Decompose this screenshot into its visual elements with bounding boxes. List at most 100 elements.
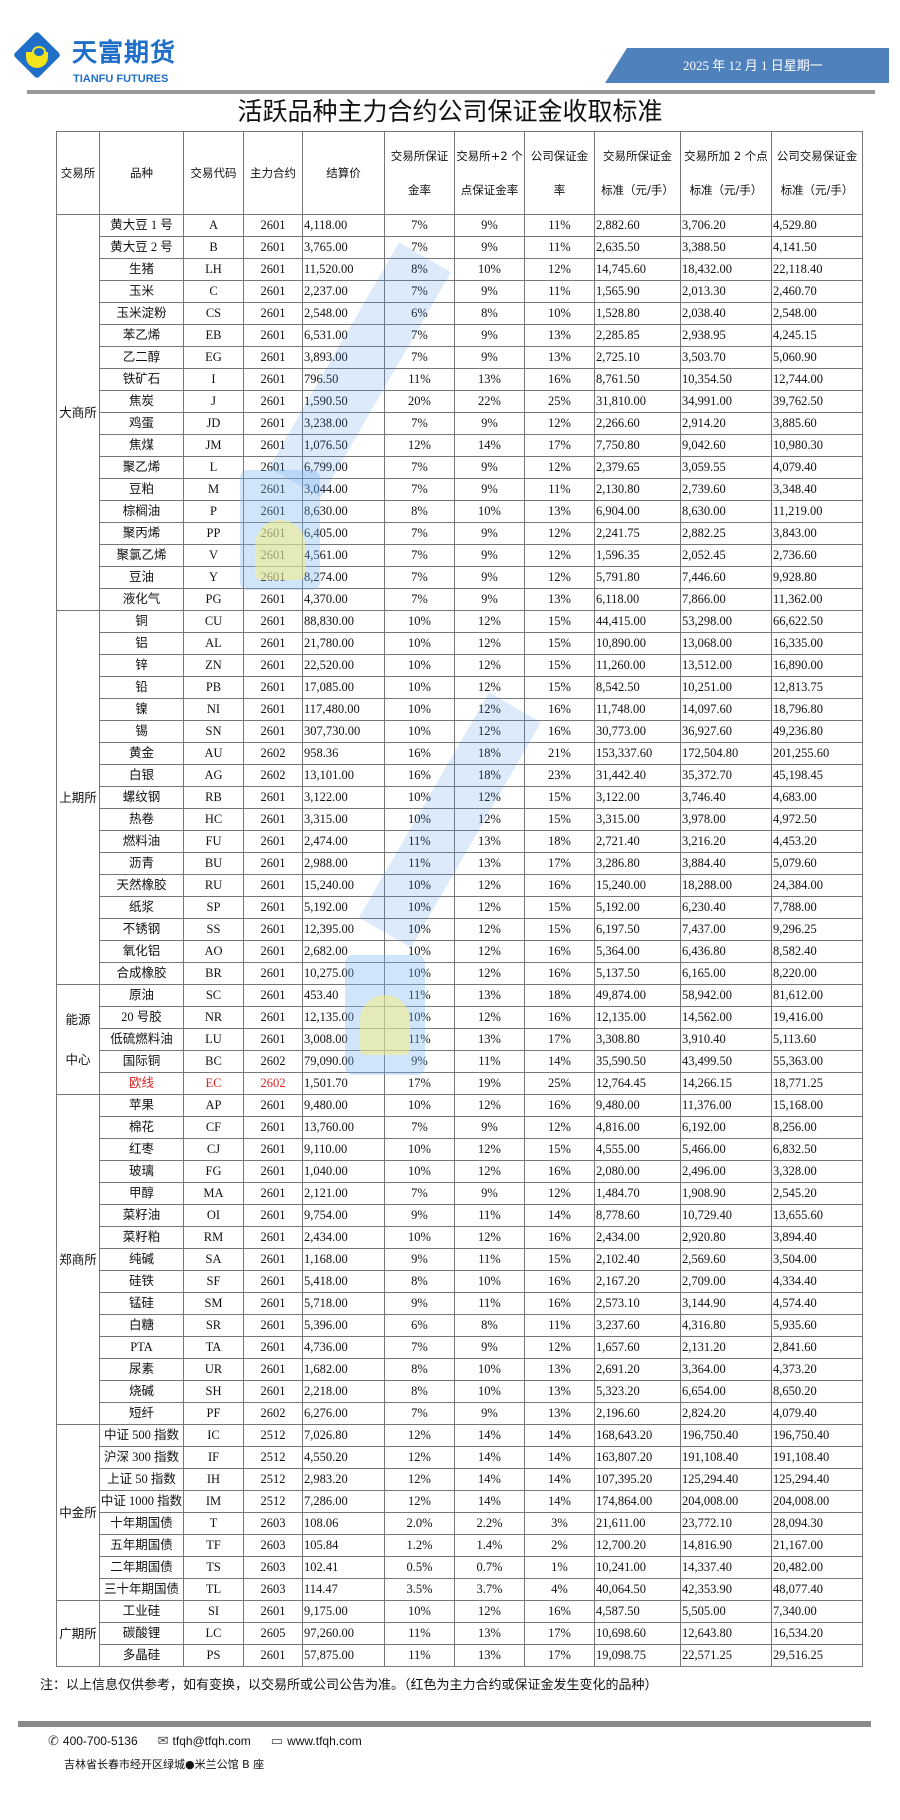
exchange-plus2-rate-cell: 11% xyxy=(454,1292,525,1315)
email-link[interactable]: tfqh@tfqh.com xyxy=(172,1734,251,1748)
exchange-rate-cell: 10% xyxy=(384,1600,455,1623)
company-rate-cell: 17% xyxy=(524,1622,595,1645)
settle-price-cell: 3,893.00 xyxy=(302,346,385,369)
exchange-rate-cell: 12% xyxy=(384,1424,455,1447)
exchange-plus2-rate-cell: 12% xyxy=(454,786,525,809)
exchange-rate-cell: 11% xyxy=(384,1028,455,1051)
code-cell: JD xyxy=(183,412,244,435)
exchange-plus2-rate-cell: 9% xyxy=(454,544,525,567)
exchange-plus2-rate-cell: 8% xyxy=(454,1314,525,1337)
code-cell: TF xyxy=(183,1534,244,1557)
exchange-plus2-rate-cell: 12% xyxy=(454,654,525,677)
table-row: 多晶硅 PS 2601 57,875.00 11% 13% 17% 19,098.75 22,5… xyxy=(57,1644,863,1667)
contract-cell: 2601 xyxy=(243,632,303,655)
website-link[interactable]: www.tfqh.com xyxy=(287,1734,362,1748)
contract-cell: 2601 xyxy=(243,676,303,699)
exchange-rate-cell: 12% xyxy=(384,1468,455,1491)
exchange-margin-cell: 30,773.00 xyxy=(594,720,681,743)
table-row: 中证 1000 指数 IM 2512 7,286.00 12% 14% 14% 174,864… xyxy=(57,1490,863,1513)
table-row: PTA TA 2601 4,736.00 7% 9% 12% 1,657.60 2,131.20… xyxy=(57,1336,863,1359)
exchange-plus2-margin-cell: 3,144.90 xyxy=(680,1292,772,1315)
company-margin-cell: 66,622.50 xyxy=(771,610,863,633)
exchange-rate-cell: 7% xyxy=(384,566,455,589)
exchange-margin-cell: 2,882.60 xyxy=(594,214,681,237)
exchange-margin-cell: 10,241.00 xyxy=(594,1556,681,1579)
exchange-plus2-rate-cell: 9% xyxy=(454,1182,525,1205)
settle-price-cell: 15,240.00 xyxy=(302,874,385,897)
settle-price-cell: 8,274.00 xyxy=(302,566,385,589)
table-row: 黄金 AU 2602 958.36 16% 18% 21% 153,337.60 172,504… xyxy=(57,742,863,765)
settle-price-cell: 5,192.00 xyxy=(302,896,385,919)
company-rate-cell: 25% xyxy=(524,1072,595,1095)
product-cell: 天然橡胶 xyxy=(99,874,184,897)
exchange-rate-cell: 10% xyxy=(384,918,455,941)
column-header: 交易所加 2 个点 标准（元/手） xyxy=(680,131,772,215)
contract-cell: 2601 xyxy=(243,280,303,303)
company-margin-cell: 11,362.00 xyxy=(771,588,863,611)
exchange-rate-cell: 1.2% xyxy=(384,1534,455,1557)
exchange-plus2-rate-cell: 13% xyxy=(454,830,525,853)
company-margin-cell: 16,890.00 xyxy=(771,654,863,677)
contract-cell: 2601 xyxy=(243,1270,303,1293)
company-rate-cell: 16% xyxy=(524,1094,595,1117)
product-cell: 甲醇 xyxy=(99,1182,184,1205)
table-header-row: 交易所 品种 交易代码 主力合约 结算价 交易所保证 金率 交易所+2 个点保证金率 公司保证金… xyxy=(56,131,863,215)
product-cell: 二年期国债 xyxy=(99,1556,184,1579)
code-cell: TA xyxy=(183,1336,244,1359)
column-header-label: 公司保证金 xyxy=(530,149,589,163)
code-cell: C xyxy=(183,280,244,303)
exchange-rate-cell: 12% xyxy=(384,1446,455,1469)
settle-price-cell: 2,474.00 xyxy=(302,830,385,853)
company-rate-cell: 16% xyxy=(524,1160,595,1183)
code-cell: AU xyxy=(183,742,244,765)
footer-email[interactable]: ✉ tfqh@tfqh.com xyxy=(158,1733,251,1749)
company-margin-cell: 7,340.00 xyxy=(771,1600,863,1623)
settle-price-cell: 6,276.00 xyxy=(302,1402,385,1425)
code-cell: AG xyxy=(183,764,244,787)
contract-cell: 2601 xyxy=(243,1028,303,1051)
company-rate-cell: 15% xyxy=(524,676,595,699)
code-cell: PF xyxy=(183,1402,244,1425)
column-header-label: 交易所 xyxy=(60,165,96,180)
exchange-margin-cell: 2,167.20 xyxy=(594,1270,681,1293)
exchange-rate-cell: 6% xyxy=(384,302,455,325)
table-row: 菜籽油 OI 2601 9,754.00 9% 11% 14% 8,778.60 10,729.… xyxy=(57,1204,863,1227)
exchange-plus2-margin-cell: 6,230.40 xyxy=(680,896,772,919)
exchange-cell: 中金所 xyxy=(56,1424,100,1601)
exchange-margin-cell: 2,725.10 xyxy=(594,346,681,369)
exchange-plus2-margin-cell: 2,013.30 xyxy=(680,280,772,303)
exchange-plus2-margin-cell: 3,503.70 xyxy=(680,346,772,369)
code-cell: PP xyxy=(183,522,244,545)
exchange-margin-cell: 6,904.00 xyxy=(594,500,681,523)
product-cell: 锡 xyxy=(99,720,184,743)
code-cell: TL xyxy=(183,1578,244,1601)
code-cell: V xyxy=(183,544,244,567)
table-row: 棕榈油 P 2601 8,630.00 8% 10% 13% 6,904.00 8,630.00… xyxy=(57,500,863,523)
product-cell: 国际铜 xyxy=(99,1050,184,1073)
exchange-margin-cell: 2,130.80 xyxy=(594,478,681,501)
brand-name-en: TIANFU FUTURES xyxy=(73,73,169,85)
product-cell: 镍 xyxy=(99,698,184,721)
exchange-plus2-margin-cell: 3,884.40 xyxy=(680,852,772,875)
table-row: 铁矿石 I 2601 796.50 11% 13% 16% 8,761.50 10,354.50… xyxy=(57,368,863,391)
table-row: 生猪 LH 2601 11,520.00 8% 10% 12% 14,745.60 18,432… xyxy=(57,258,863,281)
exchange-rate-cell: 16% xyxy=(384,742,455,765)
product-cell: 玉米 xyxy=(99,280,184,303)
contract-cell: 2601 xyxy=(243,654,303,677)
header-divider xyxy=(27,90,875,94)
footer-website[interactable]: ▭ www.tfqh.com xyxy=(271,1733,362,1749)
company-rate-cell: 17% xyxy=(524,852,595,875)
contract-cell: 2601 xyxy=(243,962,303,985)
company-margin-cell: 4,683.00 xyxy=(771,786,863,809)
table-row: 燃料油 FU 2601 2,474.00 11% 13% 18% 2,721.40 3,216.… xyxy=(57,830,863,853)
exchange-rate-cell: 10% xyxy=(384,1138,455,1161)
exchange-plus2-rate-cell: 9% xyxy=(454,588,525,611)
settle-price-cell: 9,480.00 xyxy=(302,1094,385,1117)
contract-cell: 2601 xyxy=(243,236,303,259)
column-header-label: 交易所+2 个 xyxy=(456,149,523,163)
code-cell: SR xyxy=(183,1314,244,1337)
product-cell: 短纤 xyxy=(99,1402,184,1425)
exchange-plus2-rate-cell: 9% xyxy=(454,324,525,347)
product-cell: 三十年期国债 xyxy=(99,1578,184,1601)
company-rate-cell: 16% xyxy=(524,368,595,391)
